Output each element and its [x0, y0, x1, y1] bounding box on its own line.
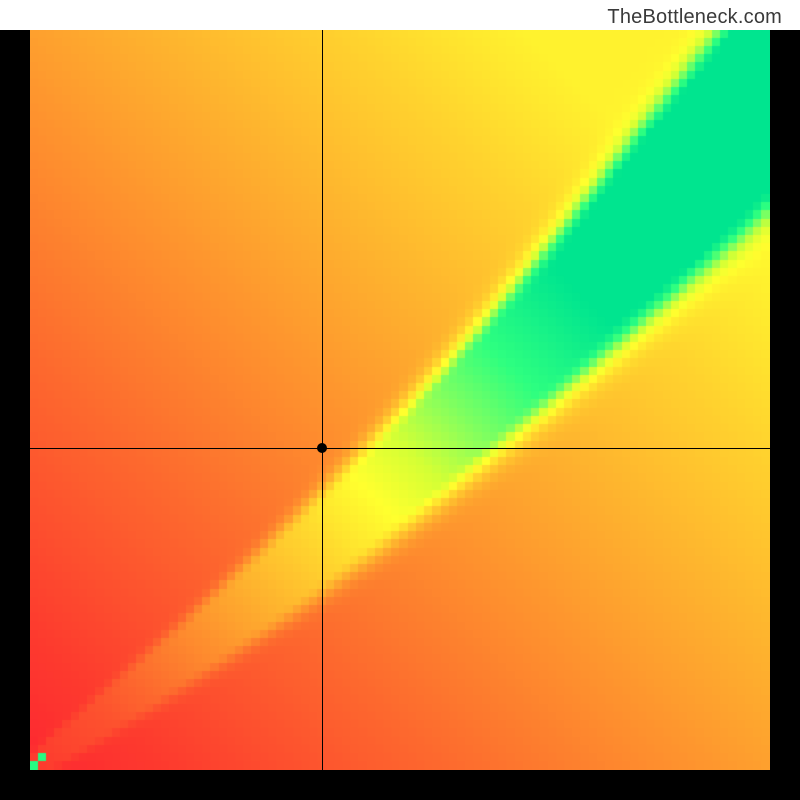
bottleneck-heatmap: [30, 30, 770, 770]
chart-frame: [0, 30, 800, 800]
crosshair-horizontal: [30, 448, 770, 449]
watermark-text: TheBottleneck.com: [607, 6, 782, 29]
crosshair-marker: [317, 443, 327, 453]
crosshair-vertical: [322, 30, 323, 770]
